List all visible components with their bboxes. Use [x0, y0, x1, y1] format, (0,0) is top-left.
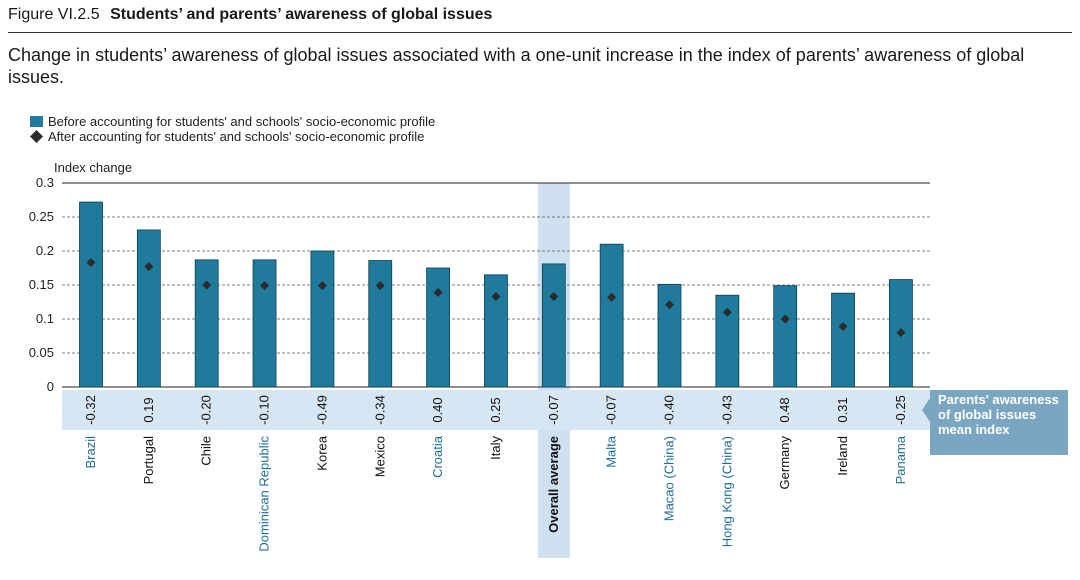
- category-label: Croatia: [430, 435, 445, 478]
- marker-point: [86, 258, 96, 268]
- marker-point: [722, 307, 732, 317]
- index-value-label: 0.40: [430, 397, 445, 422]
- index-callout: [922, 390, 1068, 455]
- marker-point: [202, 280, 212, 290]
- category-label: Germany: [777, 436, 792, 490]
- index-value-label: -0.43: [719, 395, 734, 425]
- category-label: Panama: [893, 435, 908, 484]
- bar-dominican-republic: [252, 259, 277, 388]
- bar-italy: [484, 274, 508, 388]
- bar-overall-average: [541, 263, 566, 388]
- figure-name: Students’ and parents’ awareness of glob…: [110, 6, 493, 23]
- index-value-label: -0.40: [662, 395, 677, 425]
- y-axis-title: Index change: [54, 160, 132, 175]
- marker-point: [780, 314, 790, 324]
- y-tick-label: 0.15: [29, 277, 54, 292]
- category-label: Malta: [604, 435, 619, 468]
- bar-mexico: [368, 260, 393, 388]
- category-label: Mexico: [372, 436, 387, 477]
- marker-point: [607, 292, 617, 302]
- category-label: Italy: [488, 436, 503, 460]
- bar-korea: [310, 250, 335, 388]
- legend-marker-label: After accounting for students' and schoo…: [48, 129, 424, 144]
- index-callout-text: mean index: [938, 422, 1010, 437]
- category-label: Brazil: [83, 436, 98, 469]
- bar-macao-china-: [657, 283, 682, 388]
- index-value-label: -0.32: [83, 395, 98, 425]
- index-value-label: -0.07: [604, 395, 619, 425]
- marker-point: [491, 292, 501, 302]
- category-label: Chile: [199, 436, 214, 466]
- title-divider: [8, 32, 1072, 33]
- legend-bar-label: Before accounting for students' and scho…: [48, 114, 435, 129]
- bar-germany: [773, 285, 798, 388]
- index-value-label: -0.25: [893, 395, 908, 425]
- category-label: Dominican Republic: [257, 436, 272, 552]
- bar-croatia: [426, 267, 451, 388]
- category-label: Macao (China): [662, 436, 677, 521]
- index-value-label: -0.49: [314, 395, 329, 425]
- marker-point: [433, 287, 443, 297]
- y-tick-label: 0.3: [36, 175, 54, 190]
- index-value-label: -0.34: [372, 395, 387, 425]
- legend-marker-swatch: [30, 130, 43, 143]
- bar-portugal: [136, 229, 161, 388]
- marker-point: [317, 281, 327, 291]
- bar-malta: [599, 243, 624, 388]
- category-label: Portugal: [141, 436, 156, 485]
- category-label: Overall average: [546, 436, 561, 533]
- index-band: [62, 390, 932, 430]
- bar-brazil: [79, 201, 103, 388]
- index-value-label: -0.20: [199, 395, 214, 425]
- bar-chile: [194, 259, 219, 388]
- marker-point: [375, 281, 385, 291]
- marker-point: [549, 292, 559, 302]
- index-value-label: -0.07: [546, 395, 561, 425]
- figure-subtitle: Change in students’ awareness of global …: [8, 45, 1025, 87]
- index-value-label: 0.25: [488, 397, 503, 422]
- y-tick-label: 0.25: [29, 209, 54, 224]
- category-label: Hong Kong (China): [719, 436, 734, 547]
- y-tick-label: 0.1: [36, 311, 54, 326]
- index-callout-text: of global issues: [938, 407, 1036, 422]
- marker-point: [838, 321, 848, 331]
- category-label: Korea: [314, 435, 329, 470]
- bar-hong-kong-china-: [715, 294, 740, 388]
- category-label: Ireland: [835, 436, 850, 476]
- index-callout-text: Parents' awareness: [938, 392, 1059, 407]
- figure-number: Figure VI.2.5: [8, 6, 100, 23]
- figure-title: Figure VI.2.5 Students’ and parents’ awa…: [8, 6, 492, 24]
- legend-bar-swatch: [30, 116, 43, 127]
- marker-point: [260, 281, 270, 291]
- index-value-label: 0.48: [777, 397, 792, 422]
- marker-point: [896, 328, 906, 338]
- bar-ireland: [831, 292, 855, 388]
- index-value-label: -0.10: [257, 395, 272, 425]
- marker-point: [665, 300, 674, 310]
- marker-point: [144, 262, 154, 272]
- y-tick-label: 0.2: [36, 243, 54, 258]
- y-tick-label: 0.05: [29, 345, 54, 360]
- y-tick-label: 0: [47, 379, 54, 394]
- index-value-label: 0.19: [141, 397, 156, 422]
- index-value-label: 0.31: [835, 397, 850, 422]
